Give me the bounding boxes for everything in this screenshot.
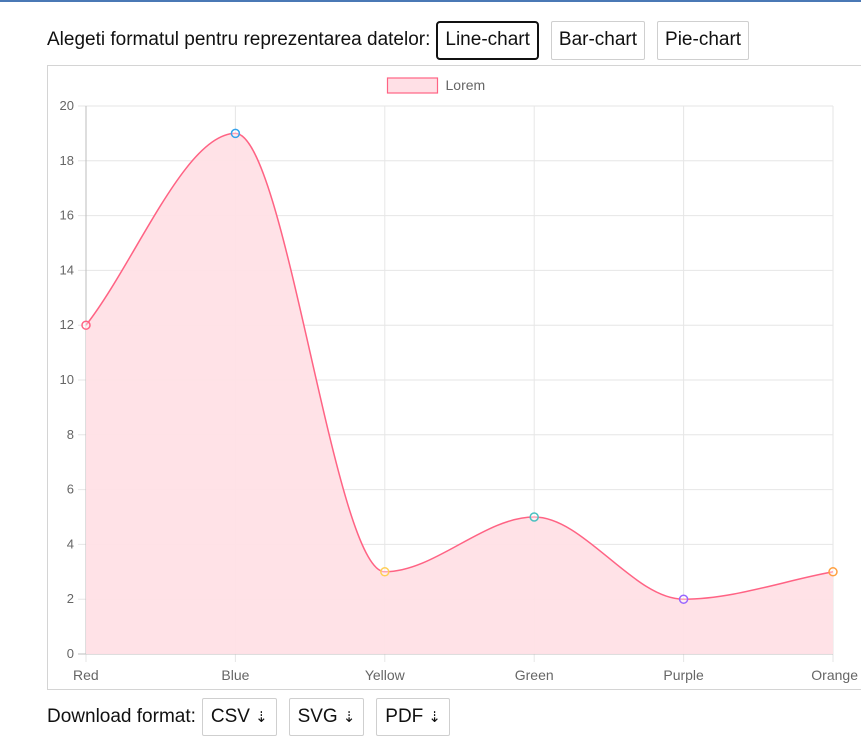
series-line-lorem (85, 132, 834, 600)
y-tick-label: 20 (60, 98, 74, 113)
top-accent-line (0, 0, 861, 2)
x-tick-label: Orange (811, 667, 858, 683)
format-selector: Alegeti formatul pentru reprezentarea da… (47, 20, 761, 60)
y-tick-label: 4 (67, 536, 74, 551)
download-csv-label: CSV (210, 706, 250, 727)
y-tick-label: 18 (60, 153, 74, 168)
x-tick-label: Purple (663, 667, 704, 683)
download-svg-label: SVG (297, 706, 338, 727)
data-point-purple (678, 594, 689, 604)
download-arrow-icon: ⇣ (342, 708, 356, 726)
legend-label-lorem: Lorem (446, 77, 486, 93)
download-svg-button[interactable]: SVG ⇣ (288, 698, 365, 736)
series-area-lorem (86, 133, 833, 654)
download-label: Download format: (47, 706, 196, 727)
y-tick-label: 2 (67, 591, 74, 606)
download-pdf-label: PDF (385, 706, 424, 727)
x-tick-label: Yellow (365, 667, 406, 683)
download-bar: Download format: CSV ⇣ SVG ⇣ PDF ⇣ (47, 697, 462, 737)
y-tick-label: 8 (67, 427, 74, 442)
x-tick-label: Red (73, 667, 99, 683)
download-arrow-icon: ⇣ (428, 708, 441, 726)
data-point-green (529, 512, 539, 522)
download-arrow-icon: ⇣ (254, 708, 268, 726)
line-chart: 0 2 4 6 8 10 12 14 16 18 20 Red Blue Yellow Green Purpl… (60, 77, 859, 683)
x-tick-label: Blue (221, 667, 249, 683)
data-point-red (81, 320, 91, 330)
y-tick-label: 16 (60, 208, 74, 223)
data-point-yellow (380, 567, 390, 577)
y-tick-label: 12 (60, 317, 74, 332)
y-tick-label: 0 (67, 646, 74, 661)
legend-swatch-lorem (386, 77, 439, 94)
pie-chart-button[interactable]: Pie-chart (657, 20, 750, 60)
line-chart-button[interactable]: Line-chart (436, 20, 539, 60)
data-point-orange (828, 567, 838, 577)
y-tick-label: 6 (67, 482, 74, 497)
format-selector-label: Alegeti formatul pentru reprezentarea da… (47, 29, 431, 50)
bar-chart-button[interactable]: Bar-chart (550, 20, 646, 60)
y-tick-label: 14 (60, 262, 74, 277)
x-tick-label: Green (515, 667, 554, 683)
download-csv-button[interactable]: CSV ⇣ (201, 698, 277, 736)
y-tick-label: 10 (60, 372, 74, 387)
chart-container: 0 2 4 6 8 10 12 14 16 18 20 Red Blue Yellow Green Purpl… (47, 65, 861, 690)
data-point-blue (230, 128, 241, 139)
download-pdf-button[interactable]: PDF ⇣ (376, 698, 450, 736)
